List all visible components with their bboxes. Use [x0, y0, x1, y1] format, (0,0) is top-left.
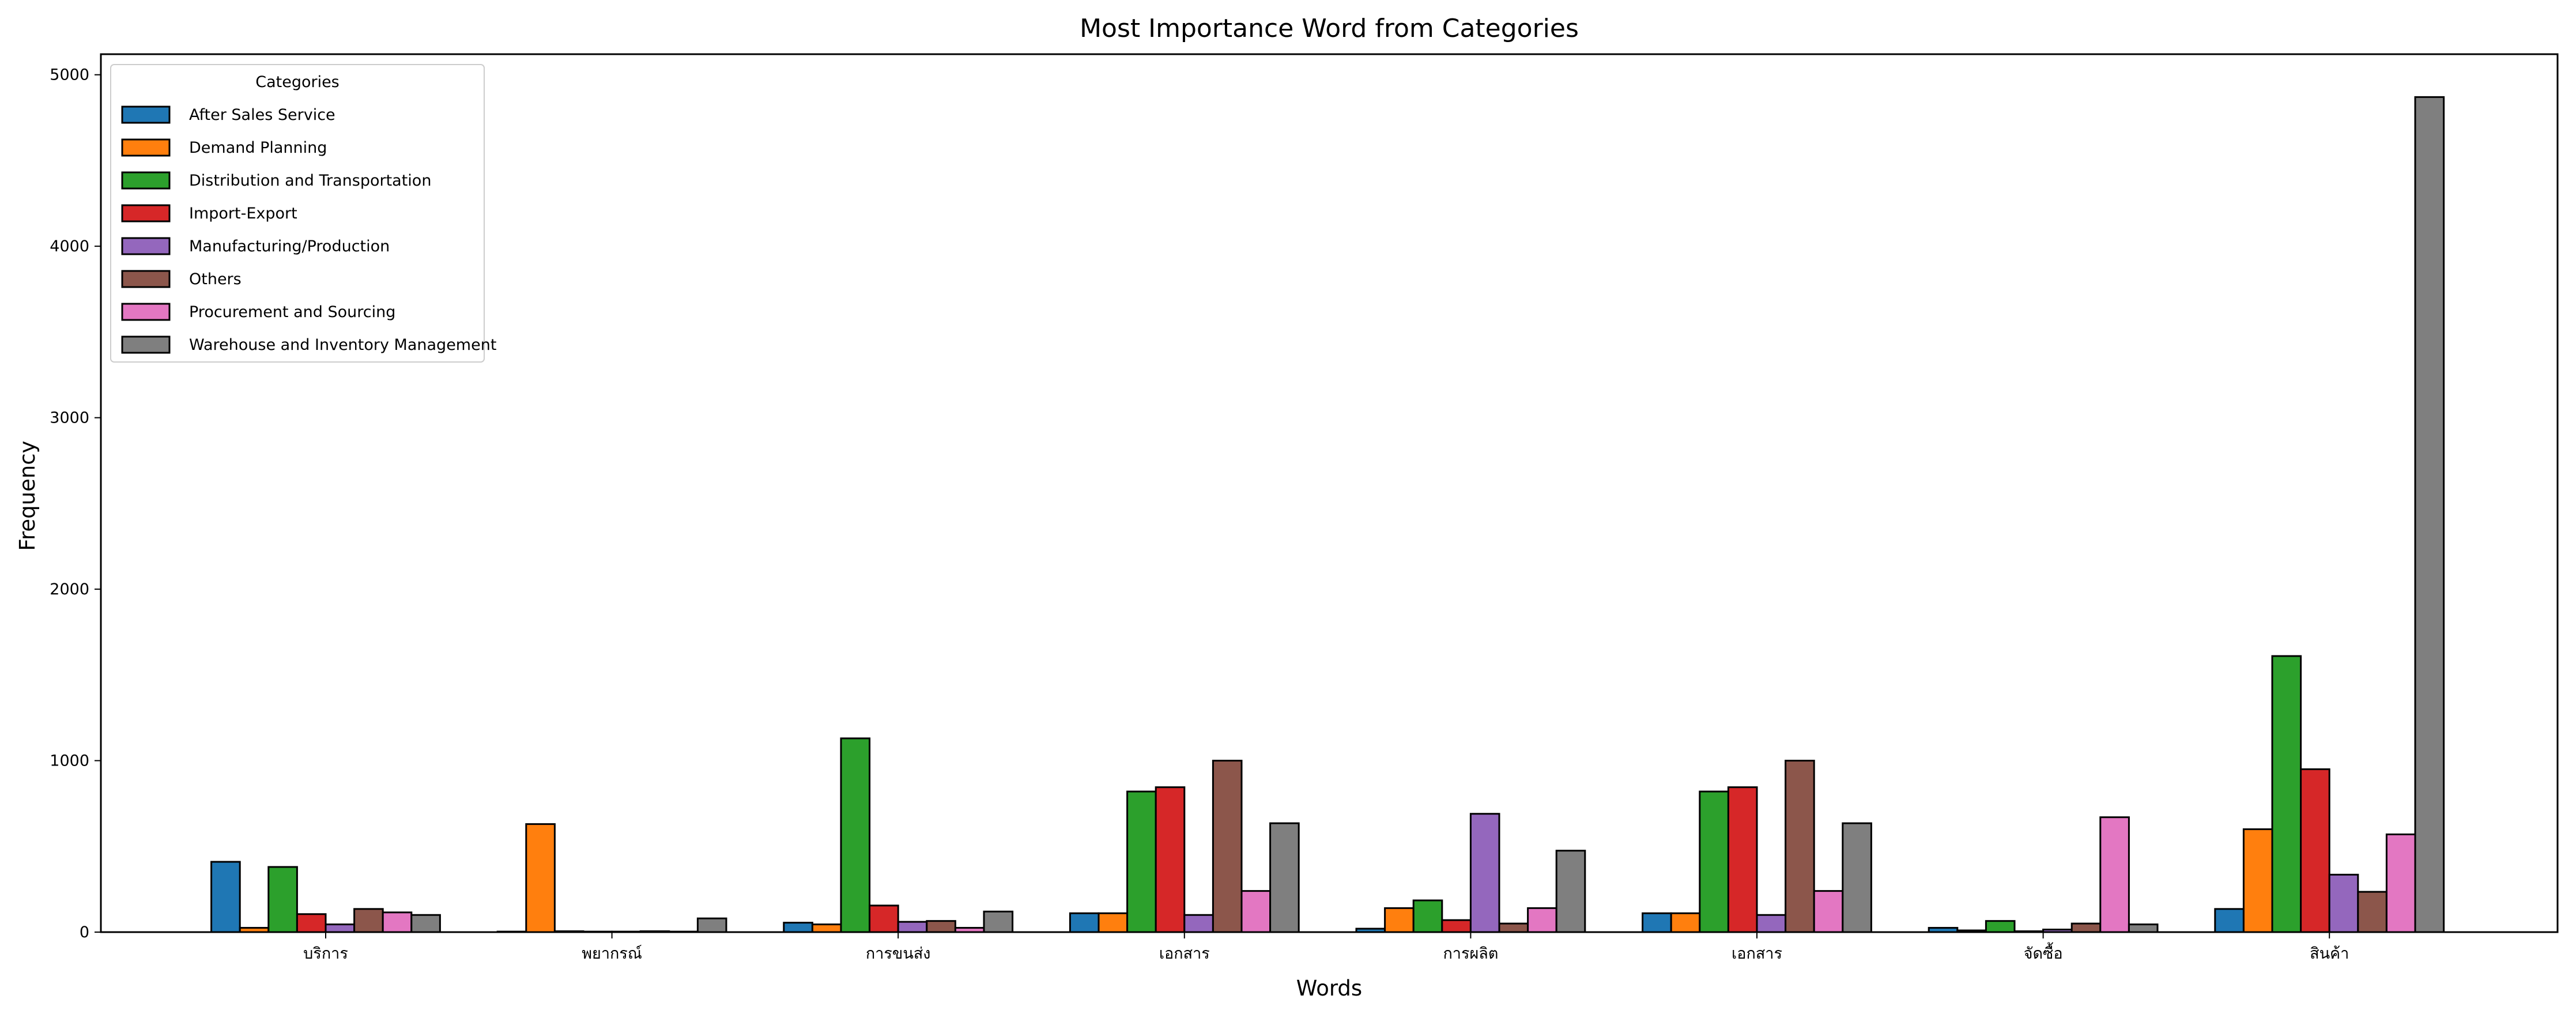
- bar: [1985, 920, 2016, 933]
- legend-entry-label: Demand Planning: [189, 139, 327, 157]
- legend-swatch: [121, 138, 171, 157]
- bar: [353, 908, 384, 933]
- bar: [2385, 833, 2416, 933]
- legend-title: Categories: [255, 73, 340, 91]
- legend-entry-label: After Sales Service: [189, 106, 335, 124]
- bar: [1699, 790, 1729, 933]
- x-tick-label: บริการ: [303, 945, 348, 963]
- legend-swatch: [121, 237, 171, 255]
- y-tick-label: 1000: [50, 752, 89, 770]
- bar: [267, 866, 298, 933]
- x-tick-label: เอกสาร: [1732, 945, 1782, 963]
- bar: [2300, 768, 2330, 933]
- bar: [325, 923, 356, 933]
- legend-swatch: [121, 105, 171, 124]
- plot-frame: [100, 53, 2559, 933]
- x-tick-label: พยากรณ์: [582, 944, 642, 963]
- y-axis-ticks: 0 1000 2000 3000 4000 5000: [50, 66, 101, 941]
- bar: [897, 921, 928, 933]
- bar: [2070, 922, 2102, 933]
- legend-swatch: [121, 204, 171, 223]
- bar: [2271, 655, 2302, 933]
- bar: [1555, 850, 1586, 933]
- bar: [1183, 914, 1214, 933]
- bar: [840, 737, 871, 933]
- bar: [1126, 790, 1157, 933]
- legend: Categories After Sales Service Demand Pla…: [110, 64, 496, 363]
- bar: [2414, 96, 2445, 933]
- y-tick-label: 5000: [50, 66, 89, 84]
- bar: [525, 823, 556, 933]
- bar: [1469, 813, 1500, 933]
- bar: [2128, 923, 2159, 933]
- bar: [1155, 786, 1186, 933]
- y-tick-label: 2000: [50, 580, 89, 598]
- y-tick-label: 3000: [50, 409, 89, 427]
- x-tick-label: จัดซื้อ: [2024, 942, 2063, 963]
- bar: [1240, 890, 1272, 933]
- legend-entry-label: Others: [189, 270, 242, 288]
- legend-swatch: [121, 303, 171, 321]
- bar: [2099, 816, 2130, 933]
- bar: [1813, 890, 1844, 933]
- x-axis-label: Words: [1296, 976, 1362, 1001]
- bar: [210, 861, 241, 933]
- bar: [2242, 828, 2273, 933]
- bar: [811, 923, 842, 933]
- bar: [382, 911, 413, 933]
- x-tick-label: การผลิต: [1443, 945, 1498, 963]
- bar: [1412, 899, 1443, 933]
- bar: [2357, 891, 2388, 933]
- bar: [1842, 822, 1872, 933]
- bar: [983, 910, 1014, 933]
- x-tick-label: สินค้า: [2310, 945, 2349, 963]
- chart-title: Most Importance Word from Categories: [1080, 14, 1579, 43]
- legend-box: [110, 64, 485, 363]
- legend-swatch: [121, 335, 171, 354]
- y-tick-label: 4000: [50, 237, 89, 255]
- bar: [2214, 908, 2245, 933]
- y-tick-label: 0: [80, 923, 89, 941]
- bar: [1727, 786, 1758, 933]
- bar: [1212, 760, 1243, 933]
- legend-entry-label: Import-Export: [189, 205, 297, 223]
- bar: [1756, 914, 1787, 933]
- bar: [1785, 760, 1815, 933]
- bar: [2328, 873, 2359, 933]
- bar: [1527, 907, 1557, 933]
- x-tick-label: การขนส่ง: [866, 945, 931, 963]
- bar: [783, 922, 813, 933]
- bar: [1642, 912, 1672, 933]
- legend-swatch: [121, 270, 171, 288]
- bar: [696, 917, 727, 933]
- legend-entry-label: Procurement and Sourcing: [189, 303, 395, 321]
- legend-swatch: [121, 171, 171, 190]
- bar: [926, 920, 956, 933]
- bar: [296, 913, 327, 933]
- bar: [1097, 912, 1129, 933]
- bar: [410, 914, 441, 933]
- legend-entry-label: Distribution and Transportation: [189, 172, 431, 190]
- x-axis-ticks: บริการ พยากรณ์ การขนส่ง เอกสาร การผลิต เอกสาร…: [303, 932, 2349, 963]
- bar: [1069, 912, 1100, 933]
- bar: [1498, 922, 1529, 933]
- y-axis-label: Frequency: [15, 440, 40, 551]
- bar: [1269, 822, 1300, 933]
- bar: [869, 904, 899, 933]
- x-tick-label: เอกสาร: [1159, 945, 1210, 963]
- legend-entry-label: Warehouse and Inventory Management: [189, 336, 496, 354]
- bar: [1384, 907, 1415, 933]
- bar: [1441, 919, 1472, 933]
- bar: [1670, 912, 1701, 933]
- legend-entry-label: Manufacturing/Production: [189, 237, 390, 255]
